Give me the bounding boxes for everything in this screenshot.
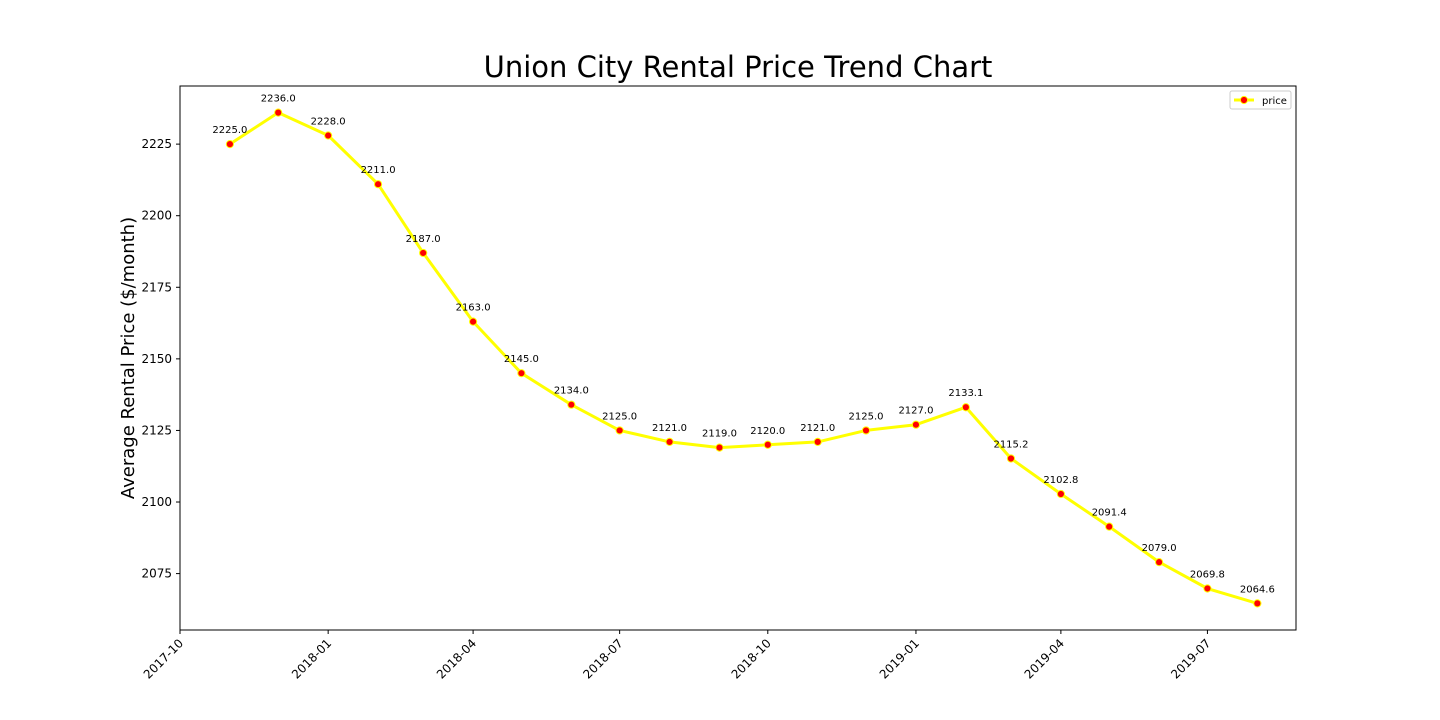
data-point [1253,599,1262,608]
data-point [615,426,624,435]
y-tick-label: 2100 [141,495,172,509]
data-label: 2121.0 [652,423,687,434]
data-label: 2125.0 [602,411,637,422]
series-line-price [229,111,1258,605]
data-point [419,248,428,258]
data-label: 2119.0 [702,429,737,440]
chart-title: Union City Rental Price Trend Chart [483,50,993,84]
y-tick-label: 2175 [141,280,172,294]
data-label: 2134.0 [554,386,589,397]
data-label: 2211.0 [361,165,396,176]
x-tick-label: 2018-01 [289,636,334,681]
data-point [1105,522,1114,531]
x-tick-label: 2018-10 [729,636,774,681]
data-label: 2120.0 [750,426,785,437]
data-label: 2115.2 [993,439,1028,450]
data-label: 2102.8 [1043,475,1078,486]
data-label: 2133.1 [948,388,983,399]
legend-label: price [1262,96,1287,107]
data-point [861,426,871,435]
legend-box [1229,90,1292,110]
data-point [911,420,921,429]
data-point [225,140,235,149]
data-label: 2236.0 [261,94,296,105]
plot-frame [179,85,1297,631]
data-point [274,108,283,117]
data-point [961,403,970,412]
x-tick-label: 2019-01 [877,636,922,681]
y-tick-label: 2075 [141,567,172,581]
data-label: 2091.4 [1092,508,1127,519]
data-label: 2225.0 [212,125,247,136]
data-point [468,317,478,326]
data-point [813,437,822,446]
data-point [715,443,724,452]
y-tick-label: 2150 [141,352,172,366]
data-point [1056,489,1065,499]
data-point [665,437,674,446]
data-label: 2064.6 [1240,584,1275,595]
x-tick-label: 2018-04 [434,636,479,681]
data-label: 2125.0 [849,411,884,422]
data-label: 2079.0 [1142,543,1177,554]
data-point [567,400,576,409]
y-tick-label: 2200 [141,209,172,223]
x-tick-label: 2019-04 [1022,636,1067,681]
x-tick-label: 2018-07 [580,636,625,681]
x-tick-label: 2017-10 [141,636,186,681]
data-label: 2069.8 [1190,569,1225,580]
legend-marker-swatch [1239,95,1249,105]
data-point [1203,584,1212,593]
data-label: 2145.0 [504,354,539,365]
data-label: 2121.0 [800,423,835,434]
data-point [763,440,772,449]
data-point [517,369,526,378]
data-point [373,180,383,189]
y-axis-label: Average Rental Price ($/month) [118,217,139,499]
data-label: 2187.0 [406,234,441,245]
x-tick-label: 2019-07 [1168,636,1213,681]
data-label: 2163.0 [456,303,491,314]
data-label: 2127.0 [898,406,933,417]
data-point [1155,558,1164,567]
data-point [324,131,333,140]
y-tick-label: 2225 [141,137,172,151]
data-point [1006,454,1016,463]
y-tick-label: 2125 [141,423,172,437]
data-label: 2228.0 [311,117,346,128]
